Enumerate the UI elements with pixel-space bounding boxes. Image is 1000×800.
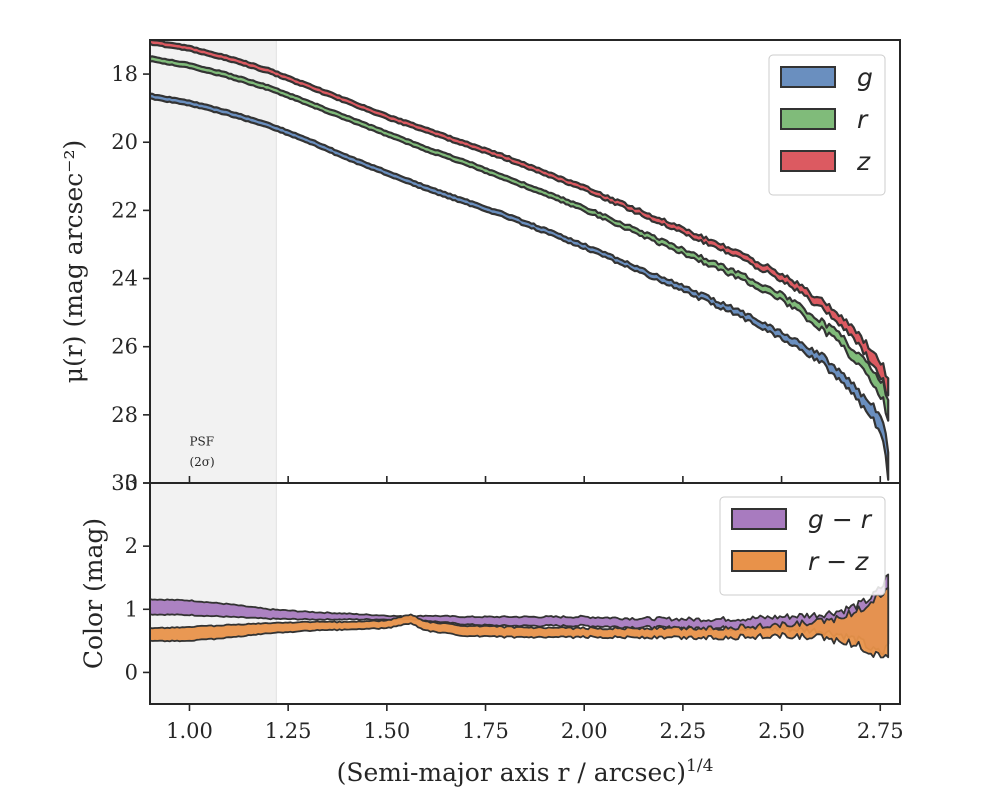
legend-swatch [780, 66, 836, 88]
xtick-label: 2.00 [561, 719, 608, 743]
xtick-label: 1.75 [462, 719, 509, 743]
top-ytick-label: 26 [111, 335, 138, 359]
xtick-label: 1.00 [166, 719, 213, 743]
top-ytick-label: 18 [111, 62, 138, 86]
legend-label: r [857, 105, 869, 134]
bottom-panel-series [150, 573, 890, 659]
legend-swatch [731, 550, 787, 572]
bottom-legend: g − r r − z [719, 496, 886, 596]
legend-label: r − z [808, 547, 869, 576]
xtick-label: 2.25 [660, 719, 707, 743]
xlabel-superscript: 1/4 [686, 756, 713, 776]
legend-swatch [780, 150, 836, 172]
legend-label: g − r [808, 505, 873, 534]
top-ytick-label: 30 [111, 471, 138, 495]
top-ytick-label: 22 [111, 198, 138, 222]
xtick-label: 1.50 [363, 719, 410, 743]
legend-swatch [731, 508, 787, 530]
bottom-ytick-label: 3 [125, 471, 138, 495]
legend-swatch [780, 108, 836, 130]
bottom-ytick-label: 2 [125, 534, 138, 558]
legend-label: g [857, 63, 873, 92]
xtick-label: 2.75 [857, 719, 904, 743]
xlabel: (Semi-major axis r / arcsec)1/4 [337, 756, 714, 787]
bottom-ytick-label: 1 [125, 597, 138, 621]
xtick-label: 1.25 [265, 719, 312, 743]
top-ylabel: μ(r) (mag arcsec⁻²) [59, 140, 88, 383]
top-ytick-label: 20 [111, 130, 138, 154]
band-g [150, 92, 890, 481]
psf-shaded-region [150, 40, 277, 704]
top-ytick-label: 24 [111, 267, 138, 291]
band-z [150, 40, 890, 397]
psf-annotation-line2: (2σ) [189, 455, 214, 469]
bottom-ytick-label: 0 [125, 660, 138, 684]
xlabel-main: (Semi-major axis r / arcsec) [337, 758, 686, 787]
bottom-ylabel: Color (mag) [79, 518, 108, 669]
legend-label: z [856, 147, 871, 176]
psf-annotation-line1: PSF [189, 435, 214, 449]
band-rz [150, 586, 890, 659]
top-ytick-label: 28 [111, 403, 138, 427]
top-panel-series [150, 40, 890, 481]
top-legend: grz [768, 54, 886, 196]
bottom-panel-frame [149, 482, 901, 705]
xtick-label: 2.50 [758, 719, 805, 743]
band-r [150, 55, 890, 422]
